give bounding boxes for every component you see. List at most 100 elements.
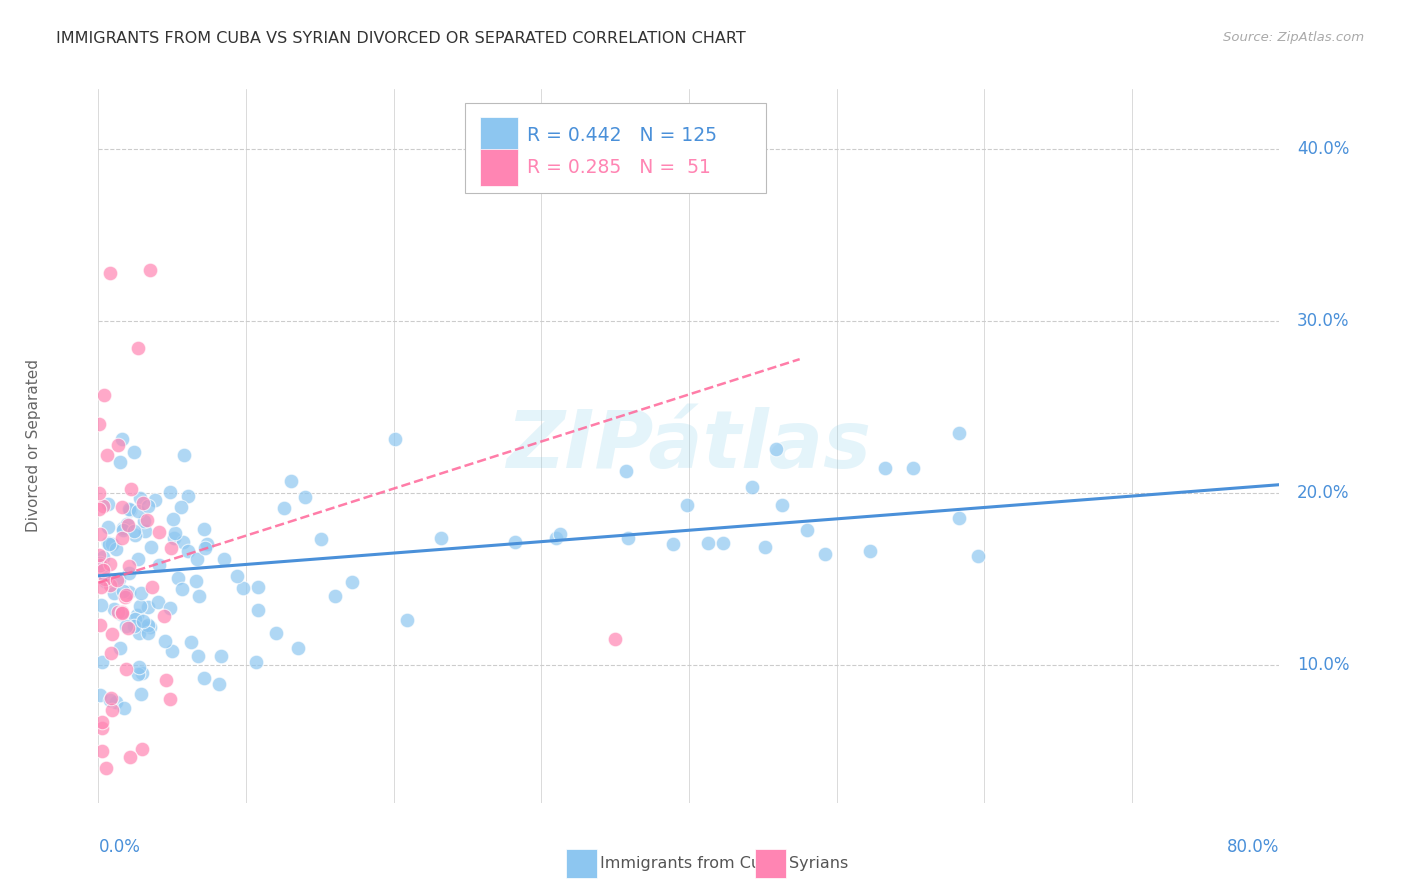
Point [131,665,153,680]
Point [122,444,145,458]
Point [184,574,207,588]
Point [108,455,131,469]
Point [124,528,146,542]
Point [118,558,141,573]
Point [159,691,181,706]
Point [246,603,269,617]
Point [111,524,134,538]
Point [98,266,121,280]
Point [114,590,136,604]
Point [194,541,217,555]
Point [155,673,177,687]
Point [117,518,139,533]
Point [166,571,188,585]
Point [127,504,149,518]
Text: 20.0%: 20.0% [1298,484,1350,502]
Point [128,660,150,674]
Point [172,535,194,549]
Point [287,640,309,655]
Point [273,501,295,516]
Point [100,537,122,551]
Point [91,549,114,564]
Point [101,703,124,717]
Point [796,523,818,537]
Point [120,482,142,496]
Point [212,551,235,566]
Point [89,527,111,541]
Point [163,531,186,545]
Point [129,687,152,701]
Point [143,493,166,508]
Point [105,542,128,557]
Point [89,617,111,632]
Point [91,499,114,513]
Point [97,535,120,549]
Point [120,503,142,517]
Point [132,496,155,510]
Point [177,544,200,558]
Text: 30.0%: 30.0% [1298,312,1350,330]
Point [97,520,120,534]
Point [90,598,112,612]
Point [754,540,776,554]
Text: IMMIGRANTS FROM CUBA VS SYRIAN DIVORCED OR SEPARATED CORRELATION CHART: IMMIGRANTS FROM CUBA VS SYRIAN DIVORCED … [56,31,747,46]
Point [309,532,332,546]
Point [163,526,186,541]
Point [111,432,134,446]
Point [94,574,117,589]
Point [89,558,111,572]
Point [136,626,159,640]
FancyBboxPatch shape [464,103,766,193]
Text: Syrians: Syrians [789,856,849,871]
Point [136,599,159,614]
Point [396,613,419,627]
Point [294,490,316,504]
Point [117,516,139,531]
Point [160,644,183,658]
Point [89,485,111,500]
Point [98,578,121,592]
Point [186,551,208,566]
Point [873,461,896,475]
Point [91,655,114,669]
FancyBboxPatch shape [479,117,517,154]
Point [169,500,191,515]
Point [94,761,117,775]
Point [675,498,697,512]
Point [139,262,162,277]
Point [340,574,363,589]
Point [948,425,970,440]
Point [617,531,640,545]
Point [105,574,128,588]
Point [858,543,880,558]
Point [111,607,134,621]
Point [122,524,145,539]
Point [264,625,287,640]
Point [89,548,111,562]
Point [136,499,159,513]
Point [384,432,406,446]
Point [127,667,149,681]
Point [136,618,159,632]
Point [131,742,153,756]
FancyBboxPatch shape [755,849,786,878]
Point [124,611,146,625]
Point [89,502,111,516]
Point [323,589,346,603]
Text: 0.0%: 0.0% [98,838,141,856]
Point [159,600,181,615]
Point [132,619,155,633]
Point [89,556,111,570]
Point [91,744,114,758]
Point [115,619,138,633]
Point [505,535,527,549]
Point [948,510,970,524]
Point [616,465,638,479]
Point [100,692,122,706]
Text: Divorced or Separated: Divorced or Separated [25,359,41,533]
Point [128,626,150,640]
Point [118,502,141,516]
Text: 40.0%: 40.0% [1298,140,1350,159]
Point [152,608,174,623]
Point [103,585,125,599]
